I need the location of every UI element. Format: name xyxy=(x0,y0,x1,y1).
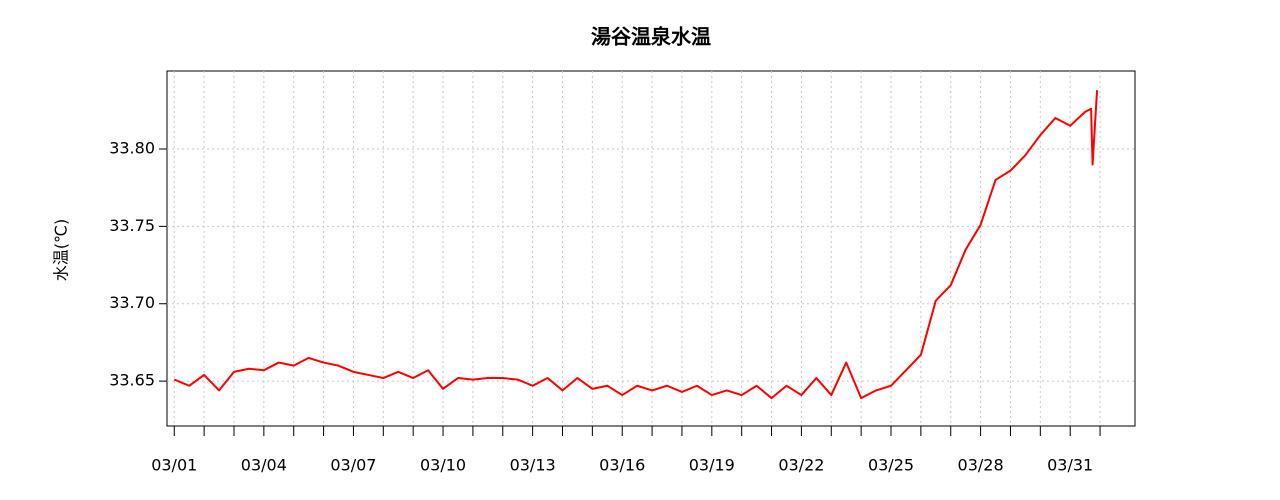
data-line xyxy=(173,90,1099,400)
x-tick-label: 03/31 xyxy=(1047,456,1093,475)
y-tick-label: 33.70 xyxy=(109,293,155,312)
y-axis-label: 水温(℃) xyxy=(52,219,71,281)
y-tick-label: 33.65 xyxy=(109,371,155,390)
x-tick-label: 03/10 xyxy=(420,456,466,475)
x-tick-label: 03/25 xyxy=(868,456,914,475)
x-tick-label: 03/28 xyxy=(958,456,1004,475)
x-tick-label: 03/13 xyxy=(510,456,556,475)
x-tick-label: 03/04 xyxy=(241,456,287,475)
x-tick-label: 03/07 xyxy=(330,456,376,475)
chart-title: 湯谷温泉水温 xyxy=(591,25,711,49)
x-tick-label: 03/19 xyxy=(689,456,735,475)
plot-frame xyxy=(166,70,1136,427)
x-tick-label: 03/01 xyxy=(151,456,197,475)
x-tick-label: 03/16 xyxy=(599,456,645,475)
x-tick-label: 03/22 xyxy=(778,456,824,475)
y-tick-label: 33.80 xyxy=(109,138,155,157)
y-tick-label: 33.75 xyxy=(109,216,155,235)
